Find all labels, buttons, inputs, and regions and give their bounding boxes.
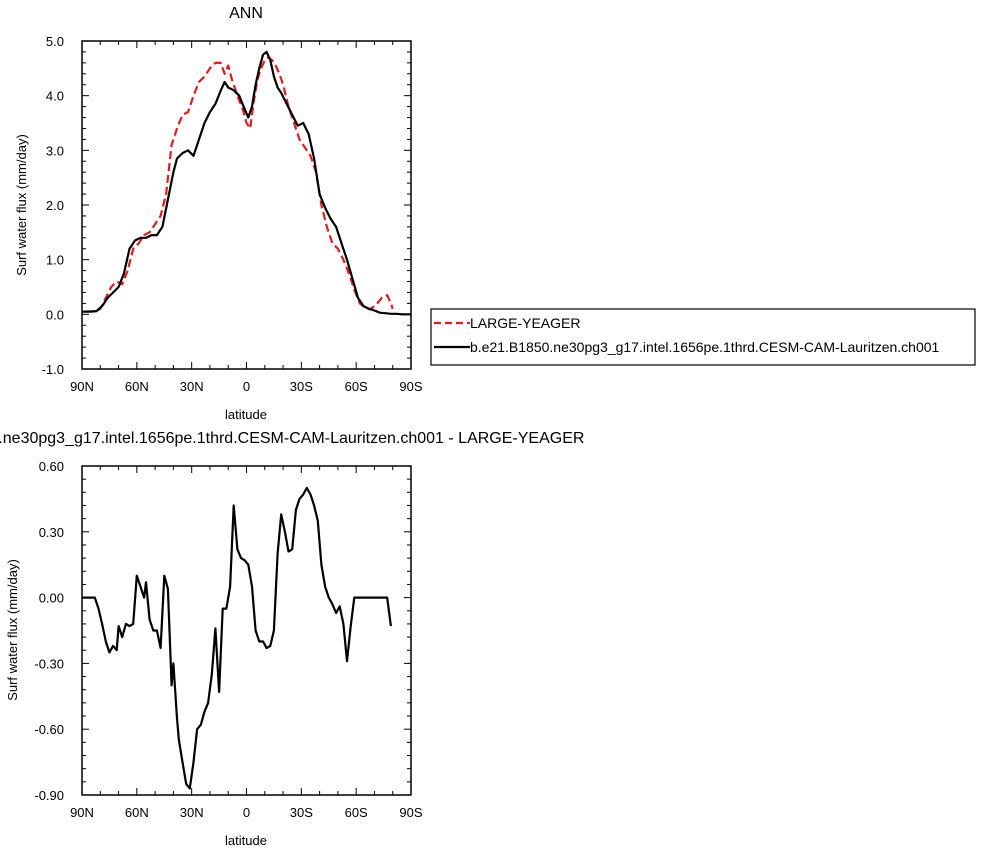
y-tick-label: 3.0 bbox=[46, 143, 64, 158]
x-tick-label: 30N bbox=[180, 805, 204, 820]
x-tick-label: 0 bbox=[243, 379, 250, 394]
x-axis-label: latitude bbox=[225, 833, 267, 848]
legend-label-cesm-run: b.e21.B1850.ne30pg3_g17.intel.1656pe.1th… bbox=[470, 339, 940, 355]
y-tick-label: 0.0 bbox=[46, 307, 64, 322]
x-tick-label: 90N bbox=[70, 379, 94, 394]
annual-mean-chart: ANN Surf water flux (mm/day) latitude 90… bbox=[14, 5, 423, 422]
legend-box bbox=[430, 308, 976, 366]
x-tick-label: 90S bbox=[399, 379, 422, 394]
series-line-cesm-run bbox=[82, 486, 392, 790]
y-tick-label: 0.00 bbox=[39, 591, 64, 606]
x-tick-label: 90S bbox=[399, 805, 422, 820]
plot-frame bbox=[81, 465, 412, 796]
series-lines bbox=[82, 50, 411, 316]
x-tick-label: 0 bbox=[243, 805, 250, 820]
x-tick-label: 60S bbox=[345, 379, 368, 394]
x-tick-label: 30S bbox=[290, 379, 313, 394]
difference-chart: b.e21.B1850.ne30pg3_g17.intel.1656pe.1th… bbox=[0, 430, 584, 848]
y-tick-label: -1.0 bbox=[42, 362, 64, 377]
x-tick-label: 90N bbox=[70, 805, 94, 820]
axis-ticks: 90N 60N 30N 0 30S 60S 90S -0.90 -0.60 -0.30 0.00 0.… bbox=[34, 459, 423, 820]
legend: LARGE-YEAGER b.e21.B1850.ne30pg3_g17.int… bbox=[430, 308, 976, 366]
series-lines bbox=[82, 486, 392, 790]
y-axis-label: Surf water flux (mm/day) bbox=[5, 559, 20, 701]
plot-frame bbox=[81, 40, 412, 370]
y-tick-label: 4.0 bbox=[46, 89, 64, 104]
axis-ticks: 90N 60N 30N 0 30S 60S 90S -1.0 0.0 1.0 2.0 3.0 4.0 5.… bbox=[42, 34, 423, 394]
x-tick-label: 30N bbox=[180, 379, 204, 394]
y-tick-label: 1.0 bbox=[46, 253, 64, 268]
legend-label-large-yeager: LARGE-YEAGER bbox=[470, 315, 580, 331]
y-tick-label: 2.0 bbox=[46, 198, 64, 213]
y-tick-label: -0.90 bbox=[34, 788, 64, 803]
x-tick-label: 60N bbox=[125, 805, 149, 820]
y-tick-label: 5.0 bbox=[46, 34, 64, 49]
y-axis-label: Surf water flux (mm/day) bbox=[14, 134, 29, 276]
y-tick-label: 0.30 bbox=[39, 525, 64, 540]
x-tick-label: 60N bbox=[125, 379, 149, 394]
chart-title: b.e21.B1850.ne30pg3_g17.intel.1656pe.1th… bbox=[0, 430, 584, 447]
x-axis-label: latitude bbox=[225, 407, 267, 422]
x-tick-label: 30S bbox=[290, 805, 313, 820]
x-tick-label: 60S bbox=[345, 805, 368, 820]
y-tick-label: 0.60 bbox=[39, 459, 64, 474]
series-line-large-yeager bbox=[85, 56, 394, 313]
series-line-cesm-run bbox=[82, 50, 411, 316]
y-tick-label: -0.60 bbox=[34, 722, 64, 737]
chart-title: ANN bbox=[229, 5, 263, 22]
y-tick-label: -0.30 bbox=[34, 656, 64, 671]
